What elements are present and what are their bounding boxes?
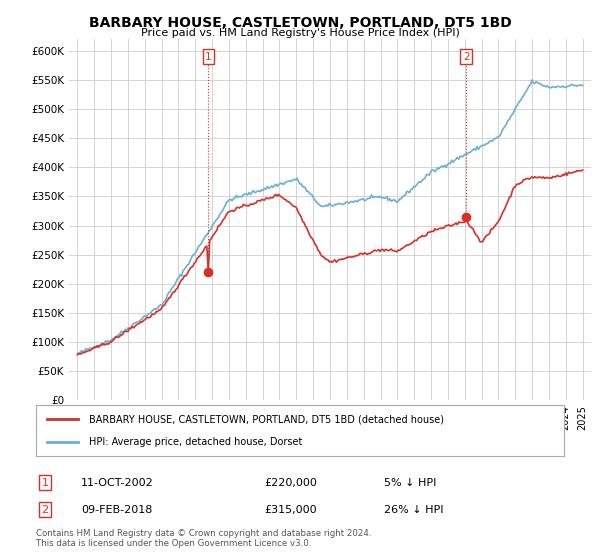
Text: 26% ↓ HPI: 26% ↓ HPI <box>384 505 443 515</box>
Text: £220,000: £220,000 <box>264 478 317 488</box>
Text: HPI: Average price, detached house, Dorset: HPI: Average price, detached house, Dors… <box>89 437 302 447</box>
Text: 1: 1 <box>205 52 212 62</box>
Text: Contains HM Land Registry data © Crown copyright and database right 2024.
This d: Contains HM Land Registry data © Crown c… <box>36 529 371 548</box>
Text: 1: 1 <box>41 478 49 488</box>
Text: BARBARY HOUSE, CASTLETOWN, PORTLAND, DT5 1BD: BARBARY HOUSE, CASTLETOWN, PORTLAND, DT5… <box>89 16 511 30</box>
Text: Price paid vs. HM Land Registry's House Price Index (HPI): Price paid vs. HM Land Registry's House … <box>140 28 460 38</box>
Text: 2: 2 <box>41 505 49 515</box>
Text: 5% ↓ HPI: 5% ↓ HPI <box>384 478 436 488</box>
Text: BARBARY HOUSE, CASTLETOWN, PORTLAND, DT5 1BD (detached house): BARBARY HOUSE, CASTLETOWN, PORTLAND, DT5… <box>89 414 444 424</box>
Text: 2: 2 <box>463 52 470 62</box>
Text: 11-OCT-2002: 11-OCT-2002 <box>81 478 154 488</box>
Text: 09-FEB-2018: 09-FEB-2018 <box>81 505 152 515</box>
Text: £315,000: £315,000 <box>264 505 317 515</box>
